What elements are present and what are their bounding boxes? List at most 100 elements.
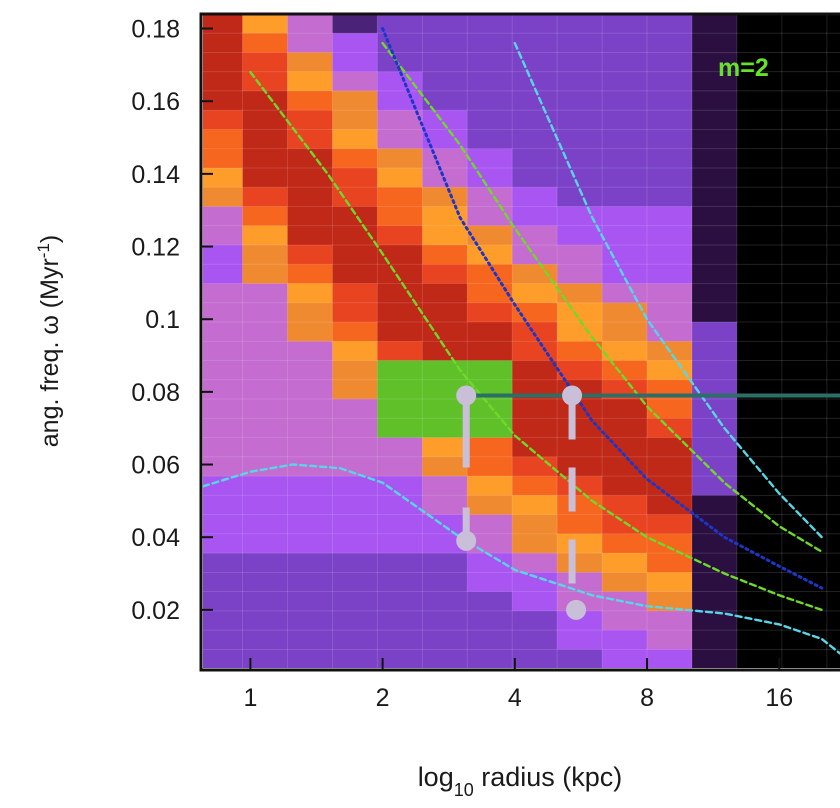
heatmap-cell: [331, 532, 379, 554]
heatmap-cell: [556, 648, 604, 668]
heatmap-cell: [736, 532, 783, 554]
heatmap-cell: [511, 205, 559, 227]
heatmap-cell: [601, 340, 649, 361]
heatmap-cell: [203, 571, 244, 593]
heatmap-cell: [286, 340, 334, 361]
heatmap-cell: [781, 417, 828, 439]
heatmap-cell: [646, 455, 693, 477]
heatmap-cell: [242, 263, 289, 284]
heatmap-cell: [286, 436, 334, 458]
heatmap-cell: [421, 89, 469, 111]
heatmap-cell: [376, 205, 424, 227]
heatmap-cell: [511, 552, 559, 573]
heatmap-cell: [826, 89, 840, 111]
heatmap-cell: [376, 513, 424, 535]
heatmap-cell: [242, 629, 289, 650]
heatmap-cell: [203, 648, 244, 668]
heatmap-cell: [331, 552, 379, 573]
heatmap-cell: [826, 243, 840, 265]
heatmap-cell: [421, 648, 469, 668]
heatmap-cell: [511, 301, 559, 323]
heatmap-cell: [286, 263, 334, 284]
heatmap-cell: [781, 14, 828, 34]
heatmap-cell: [601, 282, 649, 304]
heatmap-cell: [421, 51, 469, 73]
heatmap-cell: [286, 243, 334, 265]
heatmap-cell: [601, 397, 649, 419]
heatmap-cell: [466, 128, 514, 150]
heatmap-cell: [286, 70, 334, 92]
heatmap-cell: [646, 282, 693, 304]
heatmap-cell: [466, 320, 514, 342]
heatmap-cell: [376, 455, 424, 477]
heatmap-cell: [601, 552, 649, 573]
heatmap-cell: [736, 648, 783, 668]
heatmap-cell: [466, 590, 514, 612]
heatmap-cell: [736, 629, 783, 650]
heatmap-cell: [826, 571, 840, 593]
curve-omega-plus-kappa-cyan: [513, 41, 823, 539]
heatmap-cell: [556, 629, 604, 650]
heatmap-cell: [466, 166, 514, 188]
heatmap-cell: [511, 32, 559, 53]
curve-omega-minus-kappa-cyan: [203, 463, 840, 655]
heatmap-cell: [286, 609, 334, 631]
heatmap-cell: [736, 224, 783, 246]
heatmap-cell: [556, 14, 604, 34]
heatmap-cell: [376, 590, 424, 612]
heatmap-cell: [691, 359, 738, 381]
heatmap-cell: [242, 417, 289, 439]
heatmap-cell: [203, 359, 244, 381]
heatmap-cell: [601, 205, 649, 227]
heatmap-cell: [691, 532, 738, 554]
heatmap-cell: [691, 89, 738, 111]
heatmap-cell: [376, 474, 424, 496]
heatmap-cell: [691, 186, 738, 207]
heatmap-cell: [286, 552, 334, 573]
heatmap-cell: [646, 359, 693, 381]
heatmap-cell: [203, 397, 244, 419]
heatmap-cell: [691, 590, 738, 612]
heatmap-cell: [286, 378, 334, 400]
heatmap-cell: [421, 340, 469, 361]
x-tick-label: 8: [640, 684, 654, 712]
heatmap-cell: [421, 205, 469, 227]
heatmap-cell: [646, 147, 693, 169]
heatmap-cell: [646, 513, 693, 535]
heatmap-cell: [376, 552, 424, 573]
heatmap-cell: [691, 320, 738, 342]
heatmap-cell: [331, 205, 379, 227]
heatmap-cell: [331, 51, 379, 73]
heatmap-cell: [601, 571, 649, 593]
heatmap-cell: [242, 14, 289, 34]
heatmap-cell: [826, 282, 840, 304]
heatmap-cell: [242, 147, 289, 169]
heatmap-cell: [286, 14, 334, 34]
heatmap-cell: [421, 436, 469, 458]
heatmap-cell: [376, 378, 424, 400]
heatmap-cell: [421, 571, 469, 593]
heatmap-cell: [601, 186, 649, 207]
heatmap-cell: [826, 513, 840, 535]
mode-annotation: m=2: [718, 54, 769, 82]
heatmap-cell: [601, 417, 649, 439]
heatmap-cell: [511, 243, 559, 265]
heatmap-cell: [691, 166, 738, 188]
heatmap-cell: [736, 397, 783, 419]
heatmap-cell: [203, 51, 244, 73]
y-axis: 0.02 0.04 0.06 0.08 0.1 0.12 0.14 0.16 0.18: [131, 16, 213, 625]
heatmap-cell: [242, 224, 289, 246]
heatmap-cell: [691, 263, 738, 284]
heatmap-cell: [376, 436, 424, 458]
heatmap-cell: [376, 359, 424, 381]
heatmap-cell: [331, 320, 379, 342]
heatmap-cell: [331, 571, 379, 593]
heatmap-cell: [242, 359, 289, 381]
heatmap-cell: [466, 436, 514, 458]
heatmap-cell: [203, 513, 244, 535]
heatmap-cell: [242, 340, 289, 361]
heatmap-cell: [826, 263, 840, 284]
heatmap-cell: [556, 455, 604, 477]
heatmap-cell: [331, 590, 379, 612]
